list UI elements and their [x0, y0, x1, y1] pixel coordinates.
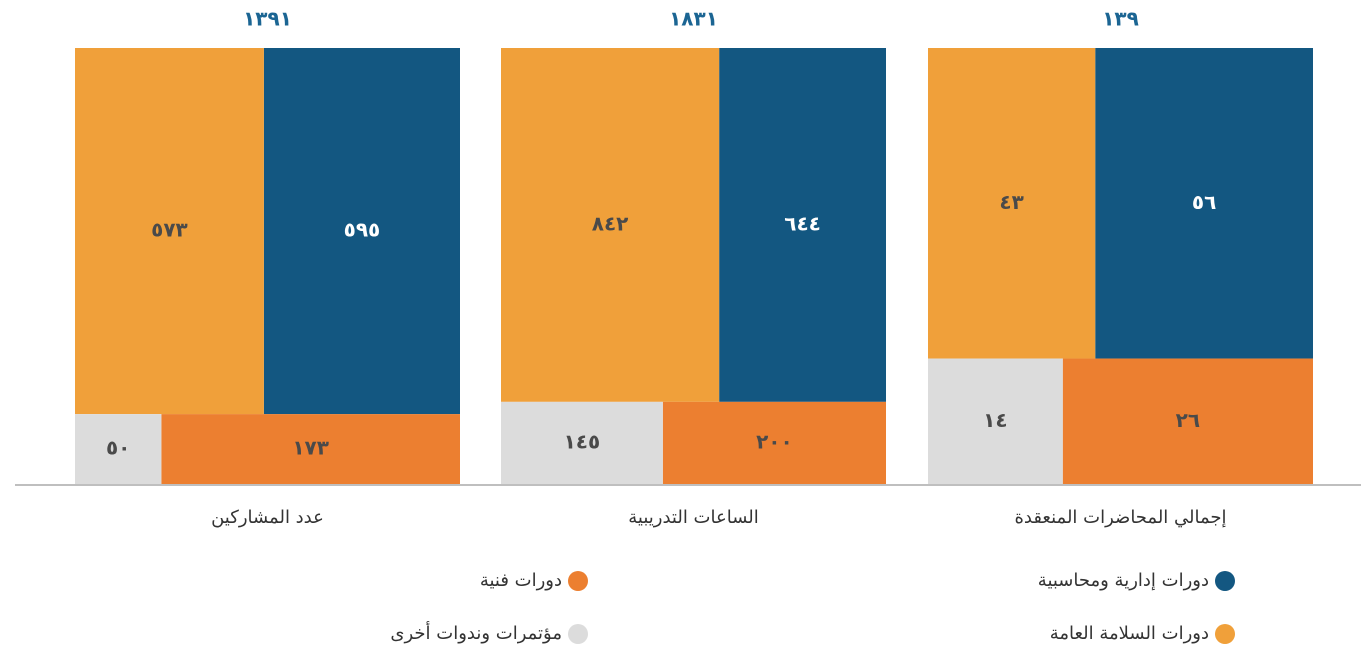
value-label: ١٤٥ — [564, 429, 601, 453]
value-label: ٥٠ — [106, 436, 130, 460]
value-label: ٨٤٢ — [592, 211, 629, 235]
segment — [75, 414, 162, 484]
legend-swatch — [568, 571, 588, 591]
total-label: ١٣٩ — [1102, 7, 1139, 31]
value-label: ١٤ — [983, 408, 1007, 432]
segment — [263, 48, 460, 415]
value-label: ١٧٣ — [292, 436, 329, 460]
legend-label: دورات السلامة العامة — [1050, 623, 1209, 644]
segment — [1095, 48, 1313, 359]
legend-swatch — [1215, 571, 1235, 591]
legend-label: دورات إدارية ومحاسبية — [1038, 570, 1209, 591]
total-label: ١٣٩١ — [243, 7, 292, 31]
value-label: ٥٩٥ — [344, 218, 381, 242]
value-label: ٢٠٠ — [756, 429, 793, 453]
segment — [719, 48, 886, 402]
category-label: الساعات التدريبية — [628, 507, 759, 528]
segment — [928, 358, 1063, 484]
legend-swatch — [1215, 624, 1235, 644]
segment — [928, 48, 1096, 359]
segment — [501, 401, 663, 484]
segment — [501, 48, 720, 402]
legend-swatch — [568, 624, 588, 644]
segment — [75, 48, 264, 415]
total-label: ١٨٣١ — [669, 7, 718, 31]
value-label: ٥٦ — [1192, 190, 1216, 214]
value-label: ٤٣ — [999, 190, 1023, 214]
category-label: إجمالي المحاضرات المنعقدة — [1014, 507, 1226, 528]
segment — [662, 401, 886, 484]
value-label: ٥٧٣ — [151, 218, 188, 242]
value-label: ٢٦ — [1176, 408, 1200, 432]
value-label: ٦٤٤ — [784, 211, 821, 235]
legend-label: دورات فنية — [480, 570, 562, 591]
segment — [1062, 358, 1313, 484]
legend-label: مؤتمرات وندوات أخرى — [390, 621, 562, 644]
category-label: عدد المشاركين — [211, 507, 324, 528]
segment — [161, 414, 460, 484]
